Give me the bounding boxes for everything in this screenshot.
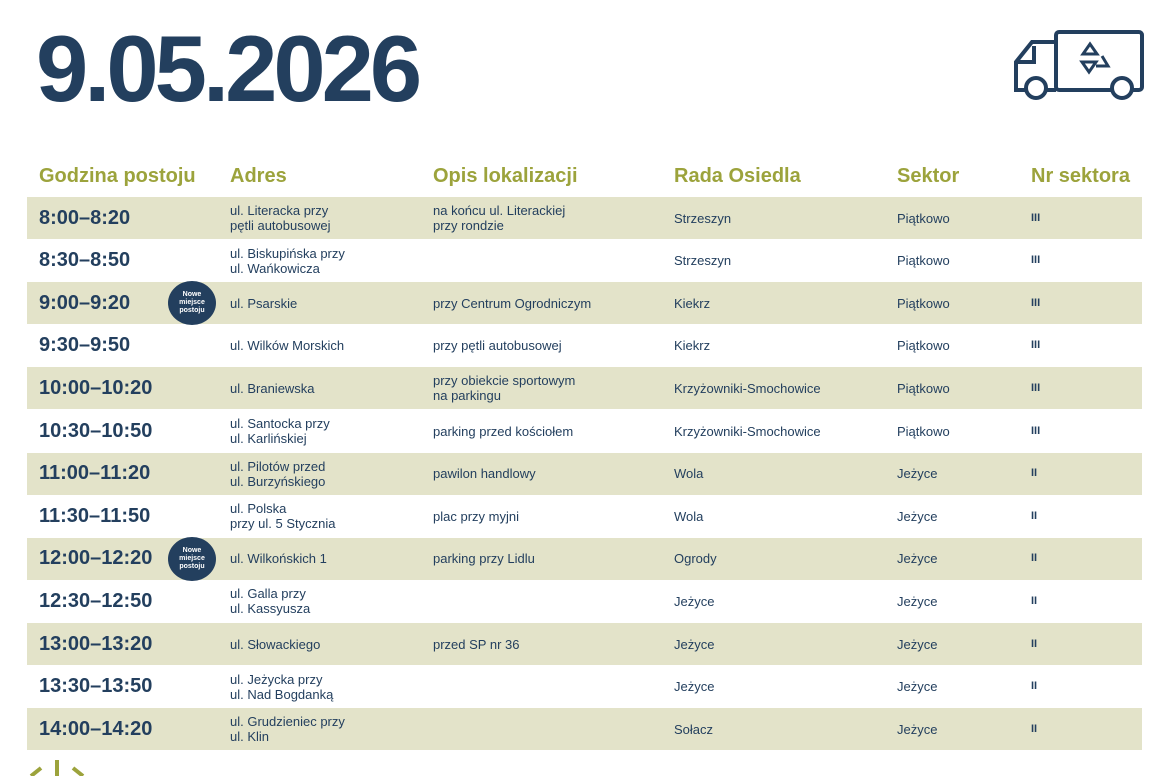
location-cell: parking przy Lidlu [433, 551, 535, 567]
sector-no-cell: III [1031, 296, 1041, 309]
council-cell: Strzeszyn [674, 210, 732, 226]
new-location-badge: Nowe miejsce postoju [168, 536, 216, 581]
sector-no-cell: II [1031, 637, 1038, 650]
time-cell: 8:30–8:50 [39, 249, 131, 272]
sector-no-cell: II [1031, 680, 1038, 693]
sector-no-cell: II [1031, 467, 1038, 480]
address-cell: ul. Braniewska [230, 380, 315, 396]
council-cell: Kiekrz [674, 338, 711, 354]
council-cell: Ogrody [674, 551, 717, 567]
sector-no-cell: II [1031, 594, 1038, 607]
address-cell: ul. Biskupińska przy ul. Wańkowicza [230, 245, 345, 276]
sector-no-cell: III [1031, 254, 1041, 267]
table-row: 11:30–11:50 ul. Polska przy ul. 5 Styczni… [27, 495, 1142, 537]
sector-no-cell: III [1031, 211, 1041, 224]
table-row: 11:00–11:20 ul. Pilotów przed ul. Burzyńs… [27, 452, 1142, 495]
address-cell: ul. Literacka przy pętli autobusowej [230, 203, 331, 233]
time-cell: 11:30–11:50 [39, 504, 151, 527]
date-title: 9.05.2026 [36, 16, 422, 121]
location-cell: przed SP nr 36 [433, 636, 520, 652]
sector-cell: Jeżyce [897, 593, 938, 609]
table-row: 8:00–8:20 ul. Literacka przy pętli autobu… [27, 197, 1142, 239]
sector-no-cell: II [1031, 509, 1038, 522]
address-cell: ul. Polska przy ul. 5 Stycznia [230, 501, 336, 532]
sector-cell: Jeżyce [897, 679, 938, 695]
time-cell: 14:00–14:20 [39, 717, 153, 740]
sector-cell: Jeżyce [897, 721, 938, 737]
table-row: 13:30–13:50 ul. Jeżycka przy ul. Nad Bogd… [27, 666, 1142, 708]
sector-cell: Piątkowo [897, 295, 950, 311]
column-header: Rada Osiedla [674, 165, 801, 187]
sector-no-cell: III [1031, 339, 1041, 352]
column-header: Nr sektora [1031, 165, 1130, 187]
council-cell: Wola [674, 508, 704, 524]
sector-cell: Piątkowo [897, 210, 950, 226]
sector-no-cell: II [1031, 722, 1038, 735]
address-cell: ul. Grudzieniec przy ul. Klin [230, 714, 345, 745]
time-cell: 9:30–9:50 [39, 334, 131, 357]
address-cell: ul. Psarskie [230, 295, 298, 311]
sector-cell: Jeżyce [897, 508, 938, 524]
table-row: 9:00–9:20 ul. Psarskie przy Centrum Ogrodn… [27, 281, 1142, 326]
table-row: 12:30–12:50 ul. Galla przy ul. Kassyusza J… [27, 580, 1142, 622]
address-cell: ul. Słowackiego [230, 636, 321, 652]
time-cell: 13:30–13:50 [39, 675, 153, 698]
address-cell: ul. Santocka przy ul. Karlińskiej [230, 416, 330, 446]
sector-no-cell: II [1031, 552, 1038, 565]
time-cell: 10:00–10:20 [39, 376, 153, 399]
location-cell: przy obiekcie sportowym na parkingu [433, 373, 576, 404]
table-row: 12:00–12:20 ul. Wilkońskich 1 parking przy… [27, 536, 1142, 581]
table-row: 10:00–10:20 ul. Braniewska przy obiekcie s… [27, 367, 1142, 410]
location-cell: na końcu ul. Literackiej przy rondzie [433, 203, 566, 233]
location-cell: pawilon handlowy [433, 466, 536, 482]
bottom-icon [29, 760, 85, 776]
location-cell: przy Centrum Ogrodniczym [433, 295, 592, 311]
sector-cell: Jeżyce [897, 636, 938, 652]
sector-cell: Piątkowo [897, 423, 950, 439]
column-header: Opis lokalizacji [433, 165, 578, 187]
sector-cell: Piątkowo [897, 338, 950, 354]
location-cell: plac przy myjni [433, 508, 519, 524]
council-cell: Jeżyce [674, 593, 715, 609]
new-location-badge: Nowe miejsce postoju [168, 281, 216, 326]
council-cell: Kiekrz [674, 295, 711, 311]
council-cell: Wola [674, 466, 704, 482]
time-cell: 9:00–9:20 [39, 291, 131, 314]
sector-no-cell: III [1031, 424, 1041, 437]
location-cell: parking przed kościołem [433, 423, 574, 439]
council-cell: Strzeszyn [674, 253, 732, 269]
time-cell: 8:00–8:20 [39, 206, 131, 229]
sector-no-cell: III [1031, 381, 1041, 394]
address-cell: ul. Pilotów przed ul. Burzyńskiego [230, 458, 326, 489]
council-cell: Krzyżowniki-Smochowice [674, 380, 821, 396]
time-cell: 11:00–11:20 [39, 462, 151, 485]
table-row: 10:30–10:50 ul. Santocka przy ul. Karlińs… [27, 410, 1142, 452]
column-header: Sektor [897, 165, 960, 187]
address-cell: ul. Wilków Morskich [230, 338, 345, 354]
time-cell: 12:30–12:50 [39, 589, 153, 612]
table-row: 13:00–13:20 ul. Słowackiego przed SP nr 36… [27, 623, 1142, 665]
address-cell: ul. Wilkońskich 1 [230, 551, 327, 567]
time-cell: 13:00–13:20 [39, 632, 153, 655]
time-cell: 12:00–12:20 [39, 547, 153, 570]
council-cell: Sołacz [674, 721, 714, 737]
sector-cell: Piątkowo [897, 380, 950, 396]
location-cell: przy pętli autobusowej [433, 338, 562, 354]
truck-icon [1014, 30, 1144, 100]
sector-cell: Piątkowo [897, 253, 950, 269]
column-header: Godzina postoju [39, 165, 196, 187]
sector-cell: Jeżyce [897, 466, 938, 482]
table-row: 9:30–9:50 ul. Wilków Morskich przy pętli a… [27, 325, 1142, 367]
address-cell: ul. Galla przy ul. Kassyusza [230, 586, 311, 617]
council-cell: Krzyżowniki-Smochowice [674, 423, 821, 439]
table-row: 14:00–14:20 ul. Grudzieniec przy ul. Klin… [27, 708, 1142, 751]
council-cell: Jeżyce [674, 636, 715, 652]
address-cell: ul. Jeżycka przy ul. Nad Bogdanką [230, 671, 334, 702]
time-cell: 10:30–10:50 [39, 419, 153, 442]
sector-cell: Jeżyce [897, 551, 938, 567]
council-cell: Jeżyce [674, 679, 715, 695]
column-header: Adres [230, 165, 287, 187]
table-row: 8:30–8:50 ul. Biskupińska przy ul. Wańkow… [27, 240, 1142, 282]
